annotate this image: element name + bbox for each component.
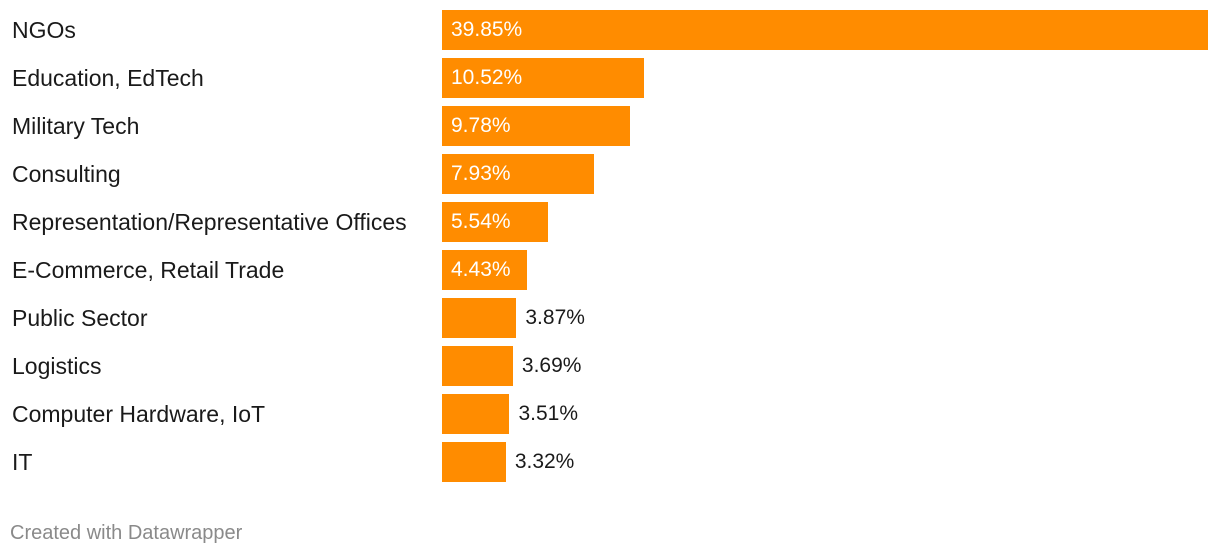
category-label: Representation/Representative Offices <box>12 209 407 235</box>
value-label: 3.69% <box>521 354 582 377</box>
bar <box>442 346 513 386</box>
category-label: NGOs <box>12 17 76 43</box>
category-label: Logistics <box>12 353 102 379</box>
value-label: 5.54% <box>451 210 511 233</box>
category-label: Consulting <box>12 161 121 187</box>
category-label: Computer Hardware, IoT <box>12 401 266 427</box>
category-label: Public Sector <box>12 305 148 331</box>
bar <box>442 10 1208 50</box>
category-label: Military Tech <box>12 113 140 139</box>
value-label: 9.78% <box>451 114 511 137</box>
bar <box>442 202 549 242</box>
value-label: 3.87% <box>525 306 585 329</box>
bar <box>442 154 595 194</box>
value-label: 39.85% <box>451 18 523 41</box>
bar <box>442 106 630 146</box>
category-label: E-Commerce, Retail Trade <box>12 257 285 283</box>
category-label: IT <box>12 449 33 475</box>
category-label: Education, EdTech <box>12 65 204 91</box>
credit-text: Created with Datawrapper <box>10 522 243 544</box>
bar-chart: NGOs 39.85% Education, EdTech 10.52% Militar… <box>12 10 1208 482</box>
value-label: 3.51% <box>518 402 579 425</box>
bar <box>442 442 506 482</box>
bar <box>442 58 645 98</box>
bar <box>442 394 510 434</box>
bar <box>442 250 528 290</box>
value-label: 4.43% <box>451 258 511 281</box>
value-label: 3.32% <box>514 450 575 473</box>
value-label: 7.93% <box>451 162 511 185</box>
value-label: 10.52% <box>451 66 523 89</box>
bar <box>442 298 517 338</box>
